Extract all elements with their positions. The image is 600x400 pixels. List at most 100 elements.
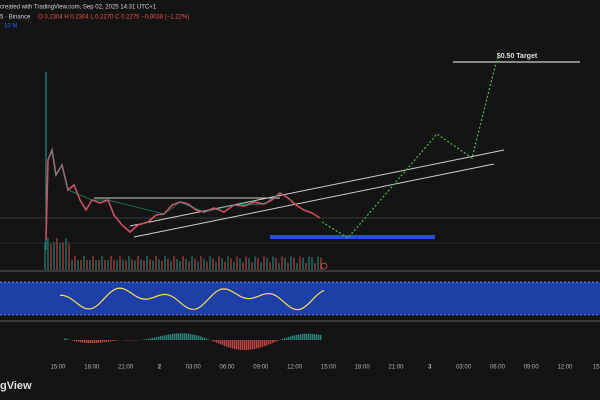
macd-bar [262, 340, 264, 347]
volume-bar [134, 260, 136, 270]
volume-bar [128, 256, 130, 270]
macd-bar [268, 340, 270, 345]
macd-bar [220, 340, 222, 345]
macd-bar [226, 340, 228, 347]
volume-bar [287, 262, 289, 270]
macd-bar [172, 333, 174, 340]
macd-bar [94, 340, 96, 344]
volume-bar [296, 262, 298, 270]
volume-bar [122, 259, 124, 270]
macd-bar [148, 338, 150, 340]
macd-bar [170, 334, 172, 340]
macd-bar [214, 340, 216, 342]
volume-bar [221, 258, 223, 270]
volume-bar [185, 258, 187, 270]
macd-bar [178, 333, 180, 340]
time-label: 09:00 [253, 365, 269, 371]
macd-bar [96, 340, 98, 343]
macd-bar [102, 340, 104, 343]
macd-bar [236, 340, 238, 350]
macd-bar [88, 340, 90, 344]
macd-bar [232, 340, 234, 349]
macd-bar [292, 335, 294, 340]
time-label: 09:00 [524, 365, 540, 371]
macd-bar [150, 338, 152, 340]
macd-bar [198, 335, 200, 340]
macd-bar [72, 340, 74, 341]
macd-bar [100, 340, 102, 343]
volume-bar [182, 256, 184, 270]
macd-bar [84, 340, 86, 343]
volume-bar [95, 259, 97, 270]
macd-bar [166, 334, 168, 340]
macd-bar [248, 340, 250, 350]
macd-bar [276, 340, 278, 342]
time-label: 18:00 [84, 365, 100, 371]
macd-bar [222, 340, 224, 346]
macd-bar [182, 333, 184, 340]
macd-bar [68, 339, 70, 340]
volume-bar [218, 256, 220, 270]
macd-bar [174, 333, 176, 340]
volume-bar [206, 261, 208, 270]
volume-bar [74, 256, 76, 270]
macd-bar [308, 333, 310, 340]
volume-bar [104, 259, 106, 270]
volume-bar [83, 256, 85, 270]
time-label: 21:00 [118, 365, 134, 371]
volume-bar [59, 243, 61, 270]
volume-bar [272, 256, 274, 270]
volume-bar [80, 259, 82, 270]
volume-bar [242, 262, 244, 270]
volume-bar [170, 261, 172, 270]
volume-bar [188, 261, 190, 270]
macd-bar [98, 340, 100, 343]
macd-bar [228, 340, 230, 348]
volume-bar [125, 260, 127, 270]
macd-bar [78, 340, 80, 342]
volume-bar [254, 256, 256, 270]
macd-bar [110, 340, 112, 342]
time-label: 06:00 [490, 365, 506, 371]
event-icon [320, 262, 328, 270]
price-series [47, 148, 281, 215]
logo: gView [0, 380, 32, 392]
volume-bar [146, 256, 148, 270]
volume-bar [275, 257, 277, 270]
volume-bar [260, 262, 262, 270]
macd-bar [310, 333, 312, 340]
volume-bar [107, 260, 109, 270]
volume-bar [161, 260, 163, 270]
time-label: 21:00 [388, 365, 404, 371]
macd-bar [278, 340, 280, 341]
macd-bar [190, 333, 192, 340]
volume-bar [269, 262, 271, 270]
volume-bar [236, 256, 238, 270]
macd-bar [224, 340, 226, 346]
macd-bar [250, 340, 252, 350]
macd-bar [284, 338, 286, 340]
macd-bar [168, 334, 170, 340]
macd-bar [144, 339, 146, 340]
volume-bar [158, 259, 160, 270]
macd-bar [92, 340, 94, 344]
macd-bar [208, 339, 210, 340]
volume-bar [44, 242, 46, 270]
macd-bar [320, 334, 322, 340]
volume-bar [305, 262, 307, 270]
macd-bar [196, 335, 198, 340]
volume-bar [203, 258, 205, 270]
macd-histogram [64, 333, 322, 350]
volume-bar [212, 258, 214, 270]
volume-bar [113, 259, 115, 270]
macd-bar [244, 340, 246, 350]
macd-bar [218, 340, 220, 344]
ohlc-text: O 0.2304 H 0.2304 L 0.2270 C 0.2275 −0.0… [38, 15, 189, 21]
volume-bar [98, 260, 100, 270]
macd-bar [306, 333, 308, 340]
volume-bar [140, 259, 142, 270]
volume-bar [194, 258, 196, 270]
volume-bar [230, 258, 232, 270]
macd-bar [294, 335, 296, 340]
volume-bar [86, 260, 88, 270]
